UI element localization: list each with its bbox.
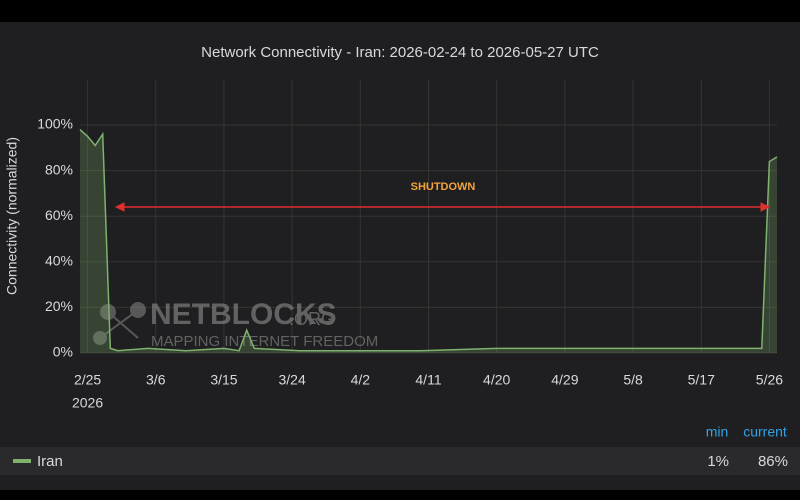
watermark-tagline: MAPPING INTERNET FREEDOM: [151, 333, 378, 350]
y-tick-label: 60%: [45, 207, 73, 223]
legend-swatch: [13, 459, 31, 463]
x-tick-label: 4/20: [483, 372, 510, 388]
series-line: [79, 129, 778, 352]
plot: [79, 129, 778, 353]
watermark-suffix: .ORG: [289, 309, 335, 329]
x-tick-label: 5/8: [623, 372, 643, 388]
x-tick-label: 3/15: [210, 372, 237, 388]
watermark: NETBLOCKS .ORG MAPPING INTERNET FREEDOM: [93, 298, 378, 350]
arrow-head: [760, 202, 771, 212]
x-tick-label: 4/11: [415, 372, 441, 388]
watermark-name: NETBLOCKS: [150, 298, 337, 331]
y-axis-label: Connectivity (normalized): [4, 137, 20, 295]
arrow-head: [114, 202, 125, 212]
y-tick-label: 40%: [45, 253, 73, 269]
x-tick-label: 3/24: [279, 372, 306, 388]
x-tick-label: 4/29: [551, 372, 578, 388]
x-tick-label: 5/26: [756, 372, 783, 388]
chart-title: Network Connectivity - Iran: 2026-02-24 …: [201, 44, 599, 61]
y-tick-label: 20%: [45, 298, 73, 314]
y-tick-label: 100%: [37, 116, 73, 132]
shutdown-arrow: [114, 202, 771, 212]
annotation: SHUTDOWN: [411, 181, 476, 193]
x-tick-year: 2026: [72, 395, 103, 411]
x-tick-label: 2/25: [74, 372, 101, 388]
legend-row: [0, 447, 800, 475]
y-tick-label: 0%: [53, 344, 73, 360]
x-tick-label: 5/17: [688, 372, 715, 388]
legend-min: 1%: [707, 453, 729, 470]
legend-label[interactable]: Iran: [37, 453, 63, 470]
panel: [0, 22, 800, 490]
legend-header: current: [743, 424, 787, 440]
logo-line: [99, 309, 139, 339]
logo-line: [107, 311, 139, 339]
x-tick-label: 4/2: [351, 372, 371, 388]
grid: [80, 80, 777, 354]
y-tick-label: 80%: [45, 161, 73, 177]
x-tick-label: 3/6: [146, 372, 166, 388]
legend-header: min: [706, 424, 729, 440]
legend-current: 86%: [758, 453, 788, 470]
